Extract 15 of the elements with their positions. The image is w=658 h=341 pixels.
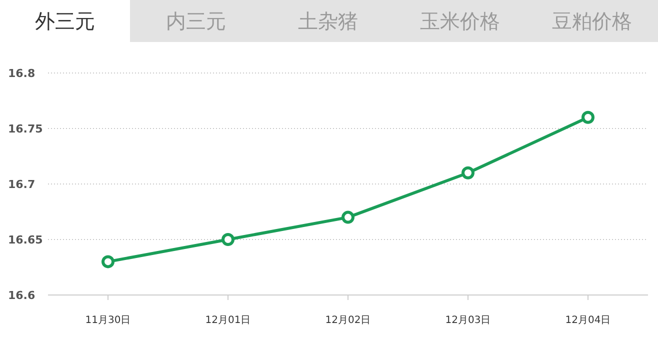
y-tick-label: 16.7 [8, 178, 36, 191]
point [582, 110, 594, 124]
x-tick-label: 12月04日 [565, 315, 611, 326]
point [342, 210, 354, 224]
x-tick-label: 12月02日 [325, 315, 371, 326]
y-tick-label: 16.75 [8, 122, 43, 136]
x-tick-label: 12月01日 [205, 315, 251, 326]
point [102, 255, 114, 268]
x-tick-label: 12月03日 [445, 315, 491, 326]
y-tick-label: 16.8 [8, 67, 36, 80]
x-tick-label: 11月30日 [85, 315, 131, 326]
y-tick-label: 16.65 [8, 234, 43, 246]
point [462, 166, 474, 180]
point [222, 233, 234, 246]
y-tick-label: 16.6 [8, 289, 36, 302]
